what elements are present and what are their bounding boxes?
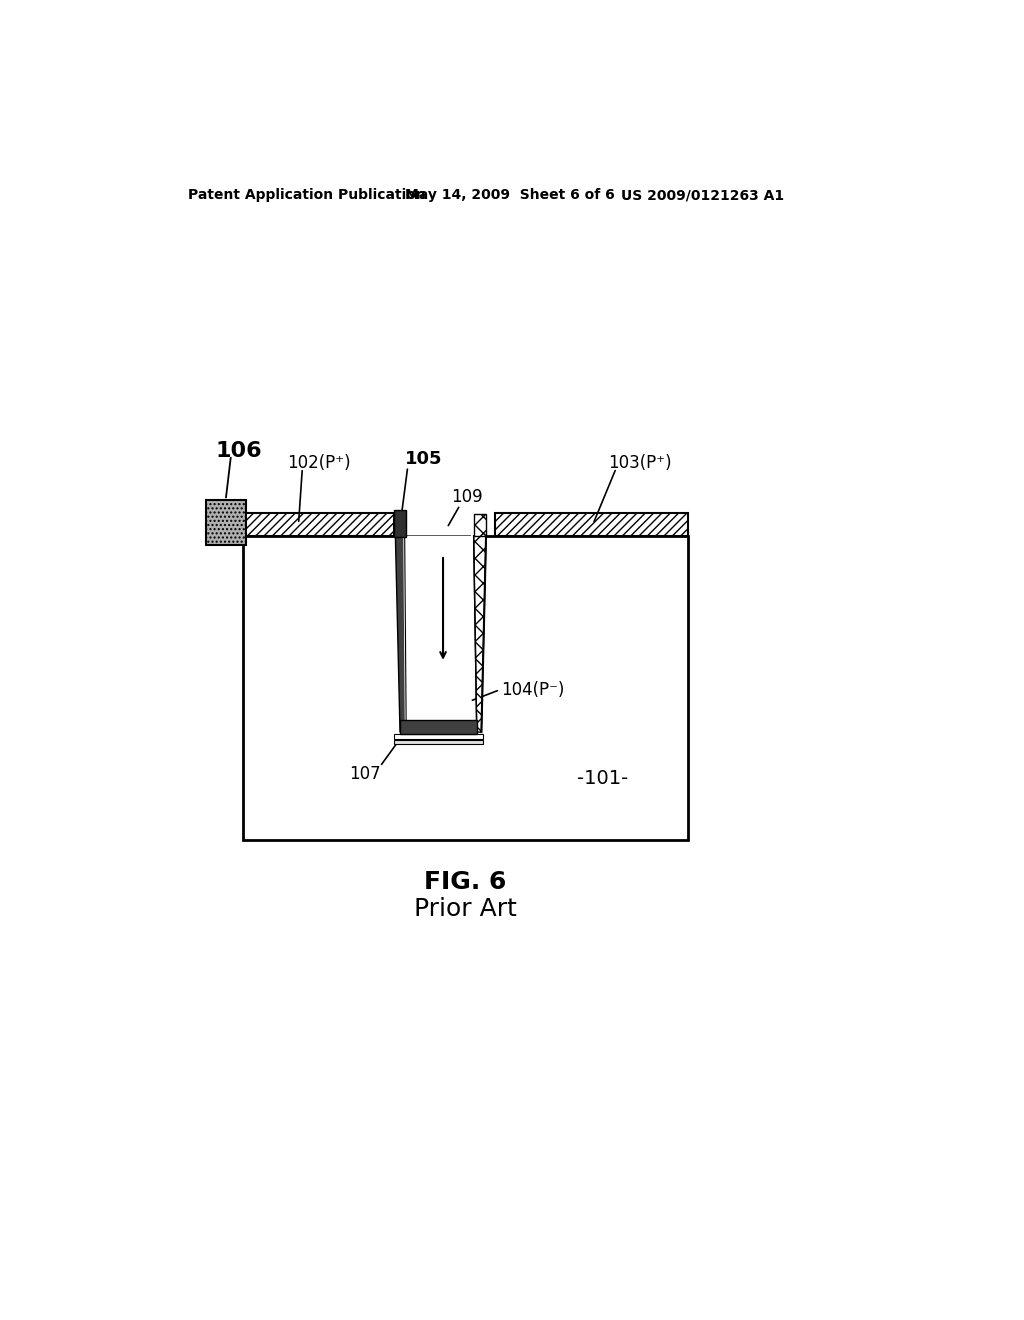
Text: 102(P⁺): 102(P⁺): [287, 454, 350, 471]
Text: 105: 105: [404, 450, 442, 467]
Text: 109: 109: [451, 488, 482, 506]
Polygon shape: [474, 515, 486, 536]
Bar: [394, 739, 483, 743]
Text: 106: 106: [216, 441, 262, 461]
Text: -101-: -101-: [578, 768, 629, 788]
Text: 107: 107: [349, 766, 381, 783]
Text: FIG. 6: FIG. 6: [424, 870, 507, 894]
Text: May 14, 2009  Sheet 6 of 6: May 14, 2009 Sheet 6 of 6: [406, 189, 615, 202]
Polygon shape: [474, 536, 486, 733]
Bar: [400, 719, 477, 734]
Text: US 2009/0121263 A1: US 2009/0121263 A1: [621, 189, 784, 202]
Bar: [206, 500, 246, 545]
Polygon shape: [395, 536, 407, 733]
Text: Patent Application Publication: Patent Application Publication: [188, 189, 426, 202]
Bar: [471, 512, 486, 536]
Text: 103(P⁺): 103(P⁺): [608, 454, 672, 471]
Polygon shape: [404, 536, 477, 733]
Bar: [495, 512, 688, 536]
Bar: [243, 536, 688, 840]
Text: 104(P⁻): 104(P⁻): [502, 681, 565, 698]
Text: Prior Art: Prior Art: [414, 898, 517, 921]
Bar: [243, 512, 394, 536]
Bar: [394, 734, 483, 739]
Bar: [394, 510, 407, 537]
